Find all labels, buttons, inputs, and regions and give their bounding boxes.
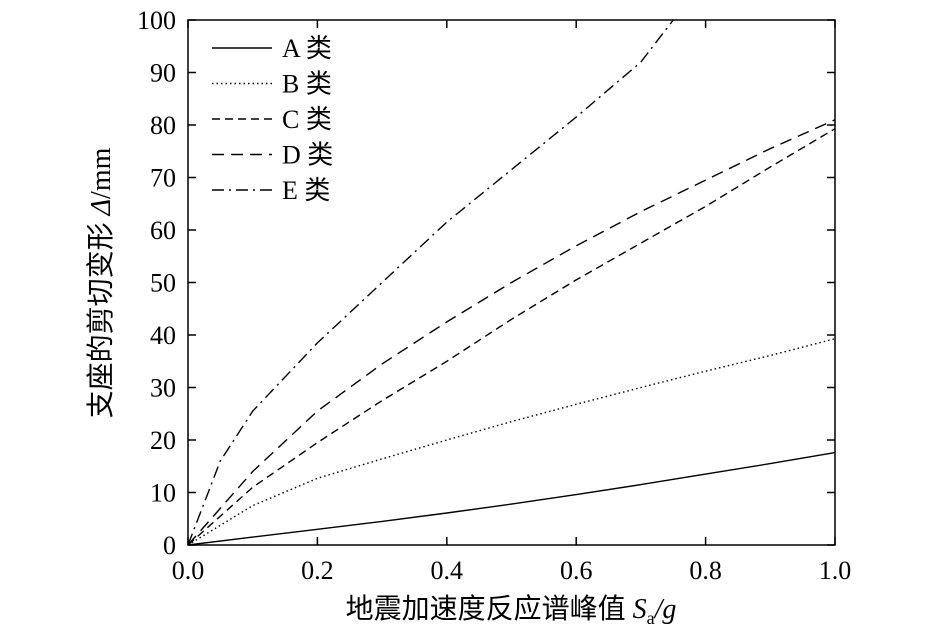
series-line-3 — [187, 119, 836, 546]
y-tick-label: 50 — [150, 269, 176, 298]
y-tick-label: 30 — [150, 374, 176, 403]
legend-label-1: B 类 — [282, 70, 332, 99]
series-layer — [187, 19, 836, 546]
series-line-4 — [187, 19, 674, 546]
legend-label-0: A 类 — [282, 34, 332, 63]
y-axis-title-main: 支座的剪切变形 — [85, 215, 117, 418]
x-axis-title-main: 地震加速度反应谱峰值 — [346, 593, 633, 625]
x-tick-label: 0.8 — [689, 556, 722, 585]
x-tick-label: 1.0 — [819, 556, 852, 585]
legend-label-2: C 类 — [282, 105, 332, 134]
y-tick-label: 60 — [150, 216, 176, 245]
y-axis-title: 支座的剪切变形 Δ/mm — [85, 147, 117, 418]
tick-layer: 0.0 0.2 0.4 0.6 0.8 1.0 0 10 20 30 40 50 60 70 80 90 100 — [137, 6, 851, 585]
y-tick-label: 70 — [150, 164, 176, 193]
y-tick-label: 40 — [150, 321, 176, 350]
y-axis-title-tail: /mm — [86, 147, 117, 199]
x-tick-label: 0.0 — [172, 556, 205, 585]
y-tick-label: 80 — [150, 111, 176, 140]
series-line-2 — [187, 128, 836, 546]
x-tick-label: 0.6 — [560, 556, 593, 585]
y-tick-label: 0 — [163, 531, 176, 560]
y-tick-label: 100 — [137, 6, 176, 35]
x-axis-title-var: S — [633, 594, 647, 625]
y-tick-label: 20 — [150, 426, 176, 455]
x-axis-title: 地震加速度反应谱峰值 Sa/g — [346, 593, 677, 628]
x-axis-title-tail: /g — [653, 594, 677, 625]
y-axis-title-var: Δ — [86, 199, 117, 216]
y-tick-label: 10 — [150, 479, 176, 508]
legend-label-3: D 类 — [282, 141, 333, 170]
series-line-0 — [187, 451, 836, 546]
legend: A 类 B 类 C 类 D 类 E 类 — [212, 34, 333, 205]
x-tick-label: 0.2 — [301, 556, 334, 585]
series-line-1 — [187, 338, 836, 546]
x-axis-title-sub: a — [647, 608, 655, 628]
x-tick-label: 0.4 — [431, 556, 464, 585]
y-tick-label: 90 — [150, 59, 176, 88]
legend-label-4: E 类 — [282, 176, 330, 205]
